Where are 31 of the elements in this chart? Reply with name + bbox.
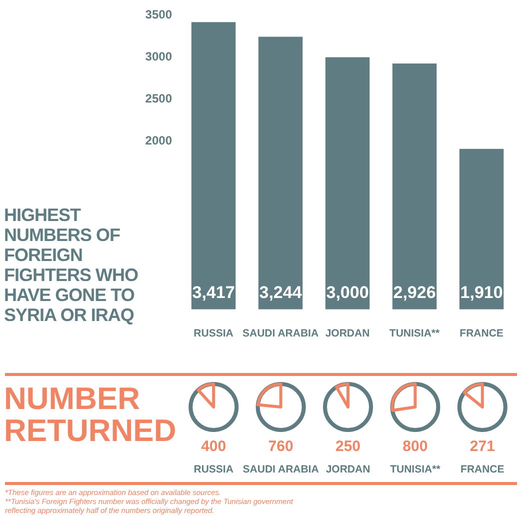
bar [325,57,370,310]
bar [191,22,236,310]
x-tick-label: JORDAN [325,328,370,340]
category-label: SAUDI ARABIA [242,464,320,476]
category-label: JORDAN [326,464,370,476]
data-label: 2,926 [393,283,436,302]
text: HIGHEST NUMBERS OF FOREIGN FIGHTERS WHO HAVE GONE TO SYRIA OR IRAQ [4,205,139,325]
y-tick-label: 2500 [145,92,172,106]
data-label: 1,910 [460,283,503,302]
data-label: 800 [402,438,428,456]
x-tick-label: RUSSIA [194,328,234,340]
y-tick-label: 3500 [145,8,172,22]
text: NUMBER RETURNED [4,381,176,448]
category-label: FRANCE [460,464,504,476]
data-label: 3,000 [326,283,369,302]
bar [392,63,437,310]
data-label: 3,417 [192,283,235,302]
data-label: 3,244 [259,283,302,302]
bar [258,36,303,310]
y-tick-label: 3000 [145,50,172,64]
x-tick-label: SAUDI ARABIA [242,328,319,340]
y-tick-label: 2000 [145,134,172,148]
data-label: 271 [470,438,495,456]
x-tick-label: FRANCE [460,328,504,340]
bar [459,148,504,310]
data-label: 250 [335,438,361,456]
data-label: 760 [268,438,294,456]
x-tick-label: TUNISIA** [389,328,441,340]
category-label: TUNISIA** [390,464,442,476]
category-label: RUSSIA [194,464,234,476]
data-label: 400 [201,438,226,456]
